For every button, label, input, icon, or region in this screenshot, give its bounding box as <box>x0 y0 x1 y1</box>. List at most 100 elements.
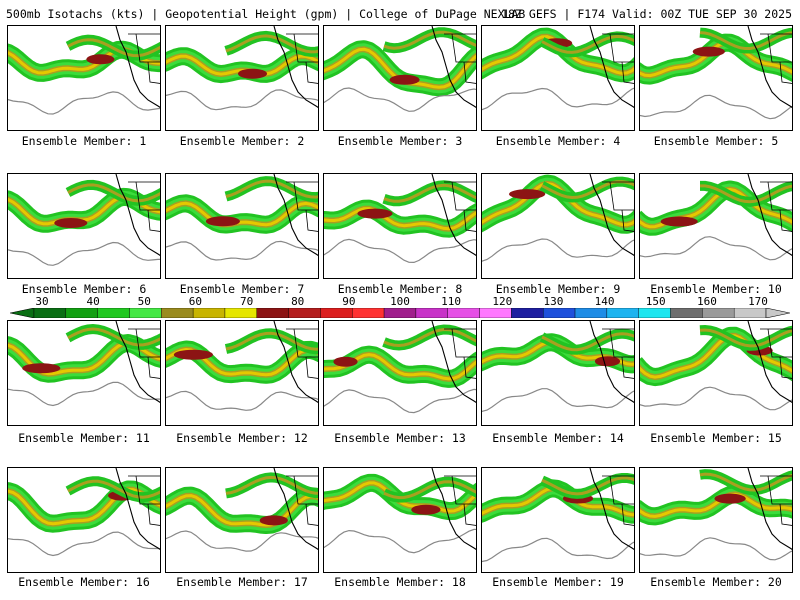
header-title: 500mb Isotachs (kts) | Geopotential Heig… <box>6 7 526 21</box>
colorbar-tick-label: 30 <box>35 295 49 308</box>
ensemble-member-map <box>323 467 477 573</box>
height-contour <box>324 388 476 414</box>
state-borders <box>760 33 792 84</box>
member-map-svg <box>324 468 476 554</box>
member-map-svg <box>640 174 792 261</box>
ensemble-member-map <box>165 467 319 573</box>
jet-core <box>86 54 115 65</box>
jet-stream-band <box>541 34 634 54</box>
jet-stream-band <box>383 480 476 500</box>
state-borders <box>760 181 792 232</box>
member-map-svg <box>482 468 634 563</box>
state-borders <box>444 475 476 526</box>
colorbar-segment <box>352 308 385 318</box>
member-map-svg <box>166 26 318 111</box>
coastline <box>589 174 634 256</box>
jet-core <box>714 493 746 504</box>
coastline <box>115 321 160 403</box>
member-map-svg <box>166 321 318 411</box>
jet-stream-band <box>640 492 792 518</box>
jet-stream-band <box>699 472 792 492</box>
colorbar-segment <box>256 308 289 318</box>
height-contour <box>166 89 318 111</box>
jet-core <box>237 68 268 79</box>
member-label: Ensemble Member: 16 <box>18 575 150 589</box>
jet-stream-band <box>699 31 792 50</box>
colorbar-segment <box>670 308 703 318</box>
colorbar-segment <box>574 308 608 318</box>
member-map-svg <box>324 321 476 414</box>
height-contour <box>8 241 160 266</box>
ensemble-member-map <box>481 173 635 279</box>
height-contour <box>640 537 792 561</box>
colorbar-segment <box>383 308 417 318</box>
jet-core <box>357 208 393 219</box>
jet-stream-band <box>225 34 318 54</box>
colorbar-tick-label: 110 <box>441 295 462 308</box>
jet-stream-band <box>67 327 160 347</box>
coastline <box>747 321 792 403</box>
colorbar-segment <box>415 308 448 318</box>
colorbar-tick-label: 90 <box>342 295 356 308</box>
member-map-svg <box>8 26 160 115</box>
colorbar-segment <box>129 308 162 318</box>
jet-core <box>411 504 441 515</box>
jet-core <box>692 46 725 57</box>
map-header: 500mb Isotachs (kts) | Geopotential Heig… <box>6 6 796 22</box>
ensemble-member-map <box>481 467 635 573</box>
member-label: Ensemble Member: 17 <box>176 575 308 589</box>
member-map-svg <box>482 26 634 111</box>
colorbar-tick-label: 100 <box>390 295 410 308</box>
height-contour <box>640 94 792 120</box>
ensemble-member-map <box>165 320 319 426</box>
colorbar-tick-label: 60 <box>188 295 203 308</box>
member-map-svg <box>8 468 160 557</box>
member-label: Ensemble Member: 2 <box>179 134 305 148</box>
coastline <box>747 468 792 550</box>
coastline <box>589 321 634 403</box>
jet-core <box>509 189 546 200</box>
state-borders <box>602 33 634 84</box>
coastline <box>273 174 318 256</box>
colorbar-segment <box>606 308 639 318</box>
coastline <box>273 321 318 403</box>
coastline <box>115 26 160 108</box>
header-run-info: 18Z GEFS | F174 Valid: 00Z TUE SEP 30 20… <box>501 7 792 21</box>
member-map-svg <box>8 321 160 407</box>
jet-core <box>259 515 288 526</box>
state-borders <box>128 33 160 84</box>
ensemble-member-map <box>7 467 161 573</box>
colorbar-segment <box>161 308 194 318</box>
ensemble-member-map <box>639 467 793 573</box>
member-label: Ensemble Member: 1 <box>21 134 147 148</box>
jet-core <box>594 356 621 367</box>
colorbar-tick-label: 130 <box>543 295 564 308</box>
colorbar-segment <box>638 308 671 318</box>
jet-core <box>660 216 698 227</box>
member-map-svg <box>640 26 792 120</box>
ensemble-member-map <box>7 173 161 279</box>
colorbar-segment <box>224 308 257 318</box>
colorbar-segment <box>733 308 767 318</box>
member-map-svg <box>482 174 634 262</box>
jet-core <box>389 74 420 85</box>
jet-stream-band <box>67 183 160 203</box>
height-contour <box>324 238 476 264</box>
member-label: Ensemble Member: 5 <box>653 134 779 148</box>
coastline <box>747 174 792 256</box>
coastline <box>747 26 792 108</box>
colorbar-tick-label: 70 <box>239 295 254 308</box>
jet-core <box>333 356 358 367</box>
colorbar-segment <box>33 308 67 318</box>
member-map-svg <box>166 174 318 261</box>
height-contour <box>8 381 160 407</box>
colorbar-segment <box>192 308 226 318</box>
ensemble-member-map <box>7 320 161 426</box>
colorbar-tick-label: 80 <box>291 295 305 308</box>
jet-stream-band <box>383 183 476 203</box>
member-label: Ensemble Member: 11 <box>18 431 150 445</box>
jet-stream-band <box>700 184 792 204</box>
jet-stream-band <box>640 41 792 78</box>
colorbar-segment <box>320 308 353 318</box>
ensemble-member-map <box>481 320 635 426</box>
